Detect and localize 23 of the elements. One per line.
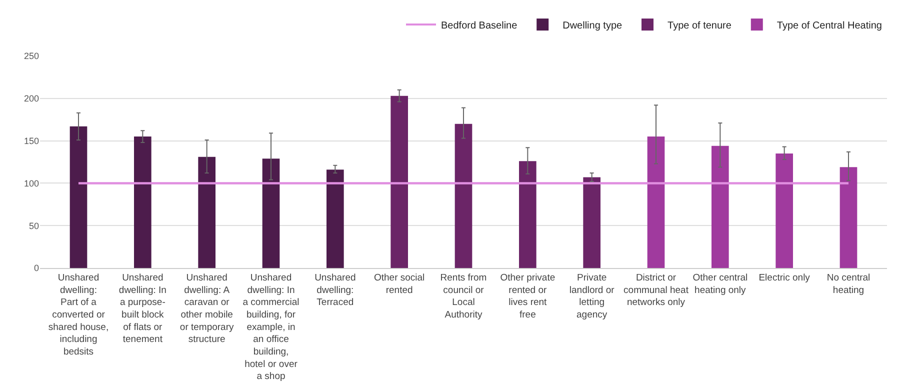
y-tick-label: 200 [24,94,39,104]
x-tick-label: District or communal heat networks only [624,272,689,308]
y-tick-label: 150 [24,136,39,146]
x-tick-label: Unshared dwelling: Part of a converted or shared house, including bedsits [48,272,109,358]
x-tick-label: Other private rented or lives rent free [500,272,556,320]
legend-label: Dwelling type [562,20,623,32]
legend-label: Type of tenure [668,20,732,32]
x-tick-label: Unshared dwelling: In a purpose-built block of flats or tenement [118,272,166,346]
y-tick-label: 250 [24,51,39,62]
y-tick-label: 0 [34,263,39,274]
x-tick-label: Private landlord or letting agency [569,272,614,320]
legend-label: Bedford Baseline [441,20,518,32]
x-tick-label: Unshared dwelling: A caravan or other mobile or temporary structure [180,272,234,346]
y-tick-label: 100 [24,178,39,188]
x-tick-label: Other central heating only [692,272,748,296]
x-tick-label: Unshared dwelling: Terraced [314,272,356,308]
x-tick-label: No central heating [826,272,870,296]
y-tick-label: 50 [28,220,39,231]
x-tick-label: Rents from council or Local Authority [440,272,487,320]
category-label: Unshared dwelling: In a commercial building, for example, in an office building, hotel or over a shop [242,272,300,382]
x-tick-label: Electric only [758,272,810,284]
x-tick-label: Other social rented [374,272,425,296]
legend-label: Type of Central Heating [776,20,882,32]
